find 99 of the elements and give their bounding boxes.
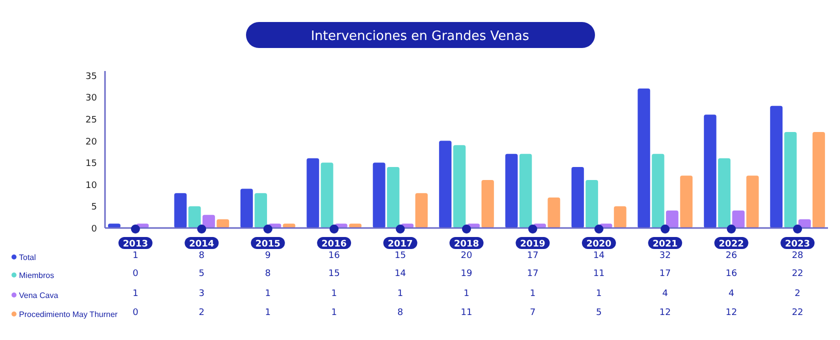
data-label: 4 [662,289,668,299]
data-label: 2 [198,308,205,318]
bar [666,210,678,228]
data-label: 7 [530,308,536,318]
data-label: 16 [328,251,340,261]
bar [718,158,730,228]
bar [732,210,745,228]
bar [240,188,253,228]
bar [812,132,825,228]
bar [372,162,386,228]
x-tick-label: 2013 [122,240,148,250]
y-tick-label: 5 [91,202,97,213]
y-tick-label: 30 [86,94,98,104]
bar [770,106,783,228]
x-tick-label: 2021 [652,240,678,250]
data-label: 20 [460,251,472,261]
bar [505,154,518,228]
data-label: 0 [132,269,139,279]
x-tick-label: 2015 [255,240,280,250]
bar [306,158,320,228]
data-label: 15 [328,269,340,279]
bar [216,219,230,228]
bar [415,193,428,228]
bar [784,132,797,228]
data-label: 2 [794,289,800,299]
x-tick-label: 2020 [586,240,612,250]
data-label: 1 [464,289,470,299]
data-label: 5 [596,308,602,318]
bar [174,193,187,228]
data-label: 26 [726,251,738,261]
data-label: 17 [659,269,671,279]
bar [481,180,494,228]
bar [254,193,268,228]
data-label: 14 [593,251,605,261]
data-label: 15 [394,251,406,261]
data-label: 28 [792,251,804,261]
bar [439,140,452,228]
bar [519,154,532,228]
bar [586,180,598,228]
y-tick-label: 25 [86,115,97,126]
chart-title: Intervenciones en Grandes Venas [310,29,530,44]
y-tick-label: 35 [86,72,97,82]
data-label: 8 [397,308,404,318]
bar [453,145,466,228]
legend-label: Miembros [19,271,54,280]
legend-label: Procedimiento May Thurner [19,310,118,319]
x-tick-label: 2022 [718,240,744,250]
data-label: 11 [593,269,605,279]
bar [320,162,334,228]
y-tick-label: 15 [86,159,97,170]
x-tick-label: 2023 [785,240,810,250]
bar [202,214,215,228]
data-label: 12 [726,308,738,318]
data-label: 0 [132,308,139,318]
bar [614,206,626,228]
bar [680,176,693,228]
data-label: 8 [198,251,205,261]
data-label: 19 [460,269,472,279]
legend-label: Total [19,253,36,262]
data-label: 16 [726,269,738,279]
y-tick-label: 20 [86,137,98,148]
data-label: 12 [659,308,671,318]
data-label: 22 [792,308,804,318]
data-label: 8 [265,269,272,279]
bar [746,176,759,228]
bar [638,88,650,228]
data-label: 1 [331,289,337,299]
data-label: 1 [265,308,271,318]
x-tick-label: 2014 [189,240,214,250]
x-tick-label: 2019 [520,240,546,250]
data-label: 1 [596,289,602,299]
x-tick-label: 2017 [388,240,413,250]
data-label: 32 [659,251,671,261]
bar [571,166,584,228]
data-label: 3 [198,289,205,299]
data-label: 4 [728,289,734,299]
bar [387,166,400,228]
bar [704,114,716,228]
bar [188,206,201,228]
y-tick-label: 10 [86,180,98,191]
bar [548,197,560,228]
data-label: 5 [198,269,205,279]
data-label: 11 [460,308,472,318]
data-label: 1 [132,251,138,261]
data-label: 14 [394,269,406,279]
data-label: 1 [331,308,337,318]
data-label: 17 [526,251,538,261]
y-tick-label: 0 [91,224,98,234]
data-label: 22 [792,269,804,279]
data-label: 1 [397,289,404,299]
data-label: 1 [265,289,271,299]
x-tick-label: 2018 [454,240,480,250]
x-tick-label: 2016 [322,240,347,250]
data-label: 1 [530,289,536,299]
data-label: 9 [265,251,272,261]
bar [652,154,664,228]
data-label: 17 [526,269,538,279]
legend-label: Vena Cava [19,291,59,300]
data-label: 1 [132,289,138,299]
